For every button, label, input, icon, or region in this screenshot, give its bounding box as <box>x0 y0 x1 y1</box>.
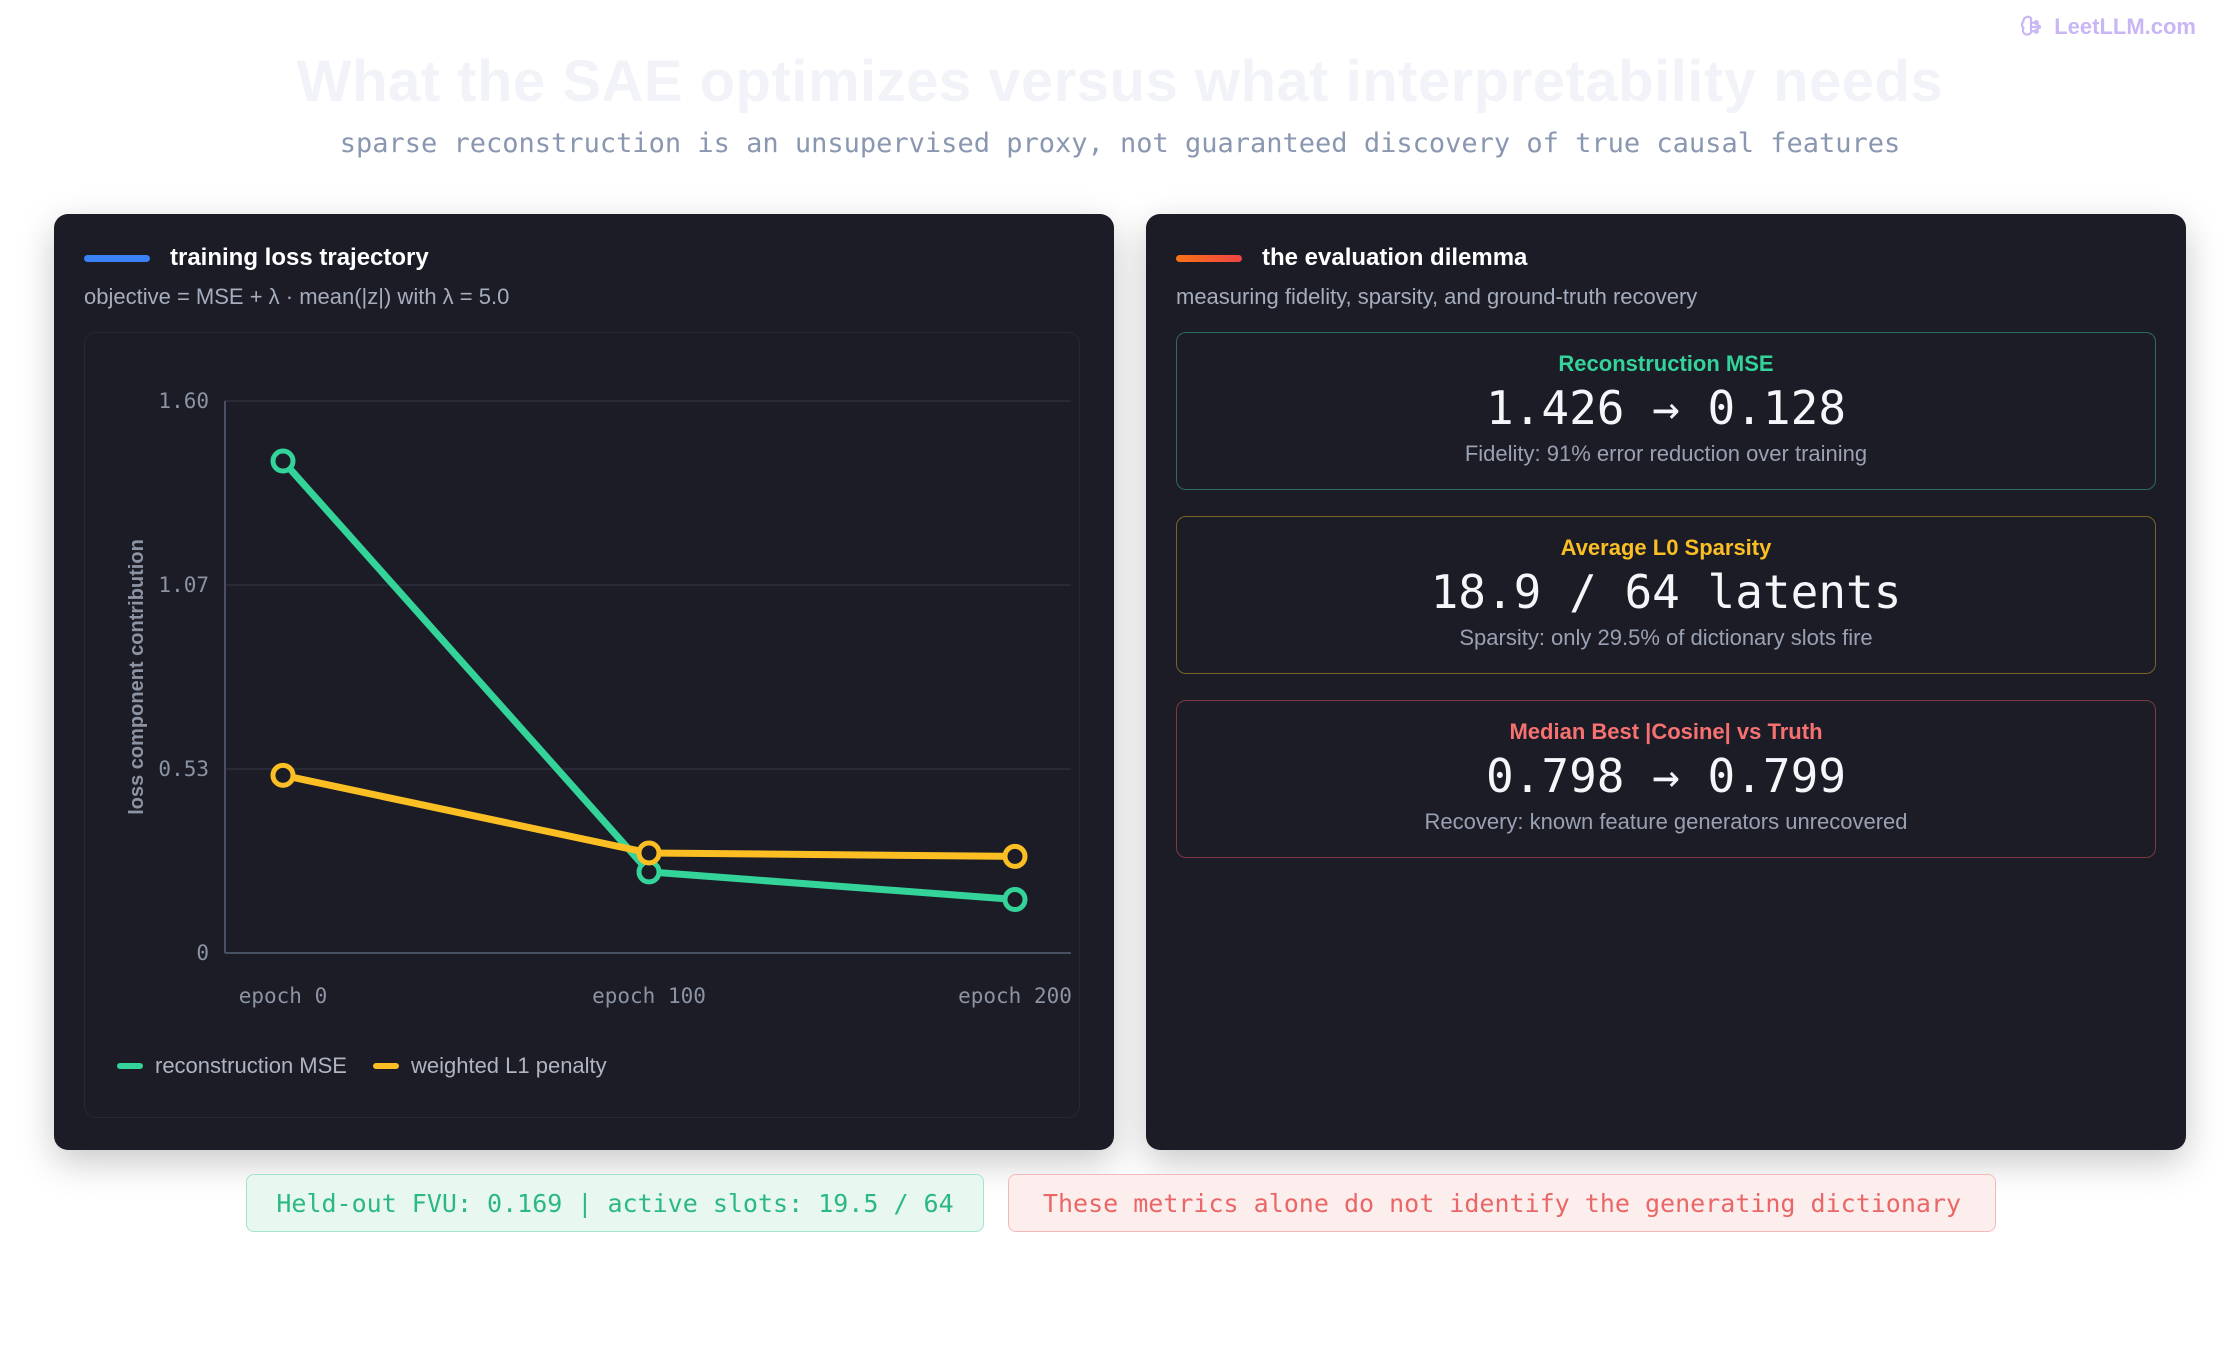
series-line-0 <box>279 457 1019 904</box>
metric-note: Sparsity: only 29.5% of dictionary slots… <box>1459 625 1873 650</box>
legend-swatch-mse <box>117 1063 143 1069</box>
page-title: What the SAE optimizes versus what inter… <box>296 49 1944 114</box>
metric-note: Recovery: known feature generators unrec… <box>1424 809 1908 834</box>
metric-card-sparsity: Average L0 Sparsity 18.9 / 64 latents Sp… <box>1176 516 2156 674</box>
y-tick-label: 1.07 <box>158 573 209 597</box>
x-tick-label: epoch 0 <box>239 984 328 1008</box>
y-tick-label: 0 <box>196 941 209 965</box>
y-axis-label: loss component contribution <box>126 539 148 815</box>
brand-logo[interactable]: LeetLLM.com <box>2018 14 2196 40</box>
metric-value: 1.426 → 0.128 <box>1485 381 1847 435</box>
legend-item-l1: weighted L1 penalty <box>372 1053 607 1079</box>
panel-title: training loss trajectory <box>170 244 429 271</box>
data-point-1-2 <box>1002 843 1028 869</box>
data-point-1-0 <box>270 762 296 788</box>
fvu-summary-pill: Held-out FVU: 0.169 | active slots: 19.5… <box>246 1174 984 1232</box>
metric-label: Reconstruction MSE <box>1558 351 1774 376</box>
accent-bar <box>1176 254 1242 262</box>
data-point-1-1 <box>636 840 662 866</box>
metric-card-cosine: Median Best |Cosine| vs Truth 0.798 → 0.… <box>1176 700 2156 858</box>
loss-chart: 0 0.53 1.07 1.60 epoch 0 epoch 100 epoch 200 lo… <box>126 389 1072 1008</box>
legend-label-l1: weighted L1 penalty <box>410 1053 607 1078</box>
legend-swatch-l1 <box>372 1063 399 1069</box>
data-point-0-2 <box>1002 887 1028 913</box>
evaluation-panel: the evaluation dilemma measuring fidelit… <box>1146 214 2186 1150</box>
x-tick-label: epoch 200 <box>958 984 1072 1008</box>
panel-title: the evaluation dilemma <box>1262 244 1528 271</box>
panel-subtitle: objective = MSE + λ · mean(|z|) with λ =… <box>84 284 510 309</box>
chart-container: 0 0.53 1.07 1.60 epoch 0 epoch 100 epoch 200 lo… <box>84 332 1080 1118</box>
metric-value: 0.798 → 0.799 <box>1485 749 1847 803</box>
y-tick-label: 1.60 <box>158 389 209 413</box>
data-point-0-0 <box>270 448 296 474</box>
legend-item-mse: reconstruction MSE <box>117 1053 347 1079</box>
panel-subtitle: measuring fidelity, sparsity, and ground… <box>1176 284 1698 309</box>
warning-pill: These metrics alone do not identify the … <box>1008 1174 1996 1232</box>
metric-label: Average L0 Sparsity <box>1560 535 1772 560</box>
accent-bar <box>84 254 150 262</box>
panel-header: training loss trajectory <box>84 244 429 272</box>
brain-circuit-icon <box>2021 15 2042 36</box>
loss-trajectory-panel: training loss trajectory objective = MSE… <box>54 214 1114 1150</box>
metric-note: Fidelity: 91% error reduction over train… <box>1464 441 1868 466</box>
metric-card-mse: Reconstruction MSE 1.426 → 0.128 Fidelit… <box>1176 332 2156 490</box>
y-tick-label: 0.53 <box>158 757 209 781</box>
metric-value: 18.9 / 64 latents <box>1430 565 1902 619</box>
legend-label-mse: reconstruction MSE <box>155 1053 347 1078</box>
page-subtitle: sparse reconstruction is an unsupervised… <box>339 128 1901 159</box>
panel-header: the evaluation dilemma <box>1176 244 1527 272</box>
brand-name: LeetLLM.com <box>2054 14 2196 39</box>
x-tick-label: epoch 100 <box>592 984 706 1008</box>
metric-label: Median Best |Cosine| vs Truth <box>1509 719 1823 744</box>
chart-legend: reconstruction MSE weighted L1 penalty <box>117 1053 607 1079</box>
